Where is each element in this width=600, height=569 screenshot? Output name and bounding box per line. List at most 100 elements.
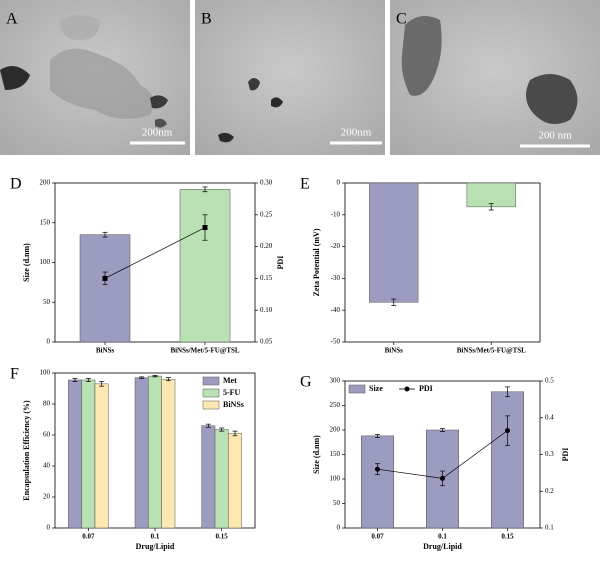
scale-label: 200nm — [341, 127, 372, 139]
legend-marker — [404, 386, 410, 392]
panel-letter: F — [10, 366, 19, 383]
y-tick-label: 0 — [337, 179, 341, 187]
y-tick-label: 100 — [330, 475, 341, 483]
chart-3: 0 50 100 150 200 250 300 0.1 0.2 0.3 0.4 0.5 0.07 0.1… — [300, 374, 570, 551]
y2-tick-label: 0.25 — [260, 210, 273, 218]
image-letter: A — [6, 11, 18, 28]
marker — [375, 466, 380, 472]
y2-tick-label: 0.15 — [260, 274, 273, 282]
legend-label: PDI — [419, 384, 433, 393]
image-c: C 200 nm — [390, 0, 600, 155]
bar — [94, 383, 109, 529]
x-tick-label: BiNSs — [96, 347, 115, 355]
y2-tick-label: 0.2 — [545, 487, 554, 495]
y-tick-label: 150 — [330, 450, 341, 458]
chart-2: 0 20 40 60 80 100 0.07 0.1 0.15 Encapsulation Eff… — [10, 366, 256, 551]
bar — [179, 189, 231, 343]
y2-tick-label: 0.10 — [260, 306, 273, 314]
bar — [134, 377, 149, 529]
marker — [505, 428, 510, 434]
y2-tick-label: 0.05 — [260, 338, 273, 346]
bar — [201, 425, 216, 529]
x-axis-label: Drug/Lipid — [136, 542, 175, 551]
legend-swatch — [202, 388, 220, 398]
panel-letter: G — [300, 374, 312, 391]
x-tick-label: 0.1 — [151, 533, 160, 541]
y2-tick-label: 0.3 — [545, 450, 554, 458]
image-letter: C — [396, 11, 407, 28]
y-axis-label: Encapsulation Efficiency (%) — [22, 400, 31, 501]
y2-axis-label: PDI — [561, 448, 570, 462]
y-tick-label: 200 — [40, 179, 51, 187]
marker — [440, 475, 445, 481]
bar — [491, 391, 524, 529]
y-tick-label: 250 — [330, 401, 341, 409]
legend-swatch — [348, 384, 366, 394]
bar — [214, 429, 229, 529]
x-tick-label: BiNSs/Met/5-FU@TSL — [457, 347, 526, 355]
y-tick-label: 20 — [43, 493, 51, 501]
y-tick-label: -20 — [331, 242, 341, 250]
x-tick-label: BiNSs/Met/5-FU@TSL — [170, 347, 239, 355]
y-axis-label: Size (d.nm) — [22, 243, 31, 282]
chart-1: -50 -40 -30 -20 -10 0 BiNSs BiNSs/Met/5-FU@TSL Z… — [300, 176, 541, 355]
x-tick-label: 0.1 — [438, 533, 447, 541]
x-tick-label: BiNSs — [385, 347, 404, 355]
y-tick-label: -50 — [331, 338, 341, 346]
scale-label: 200nm — [142, 127, 173, 139]
y2-tick-label: 0.5 — [545, 377, 554, 385]
y2-axis-label: PDI — [276, 256, 285, 270]
x-tick-label: 0.15 — [501, 533, 514, 541]
panel-letter: D — [10, 176, 22, 193]
bar — [79, 234, 131, 343]
y-tick-label: 200 — [330, 426, 341, 434]
legend-label: Size — [369, 384, 383, 393]
legend-label: 5-FU — [223, 388, 241, 397]
y-tick-label: 40 — [43, 462, 51, 470]
y-tick-label: -40 — [331, 306, 341, 314]
y-tick-label: 100 — [40, 369, 51, 377]
image-letter: B — [201, 11, 212, 28]
bar — [161, 378, 176, 529]
legend-label: Met — [223, 376, 237, 385]
x-tick-label: 0.15 — [216, 533, 229, 541]
image-b: B 200nm — [195, 0, 385, 155]
legend-label: BiNSs — [223, 400, 244, 409]
y-tick-label: -30 — [331, 274, 341, 282]
y-tick-label: 80 — [43, 400, 51, 408]
y-tick-label: 0 — [337, 524, 341, 532]
y2-tick-label: 0.30 — [260, 179, 273, 187]
bar — [228, 433, 242, 529]
y-tick-label: 0 — [47, 524, 51, 532]
panel-letter: E — [300, 176, 310, 193]
bar — [361, 435, 394, 529]
chart-0: 0 50 100 150 200 0.05 0.10 0.15 0.20 0.25 0.30 BiNS… — [10, 176, 285, 355]
image-a: A 200nm — [0, 0, 190, 155]
y-tick-label: 300 — [330, 377, 341, 385]
scale-label: 200 nm — [538, 130, 572, 142]
bar — [68, 379, 82, 529]
legend-swatch — [202, 376, 220, 386]
y-tick-label: 60 — [43, 431, 51, 439]
y-tick-label: 100 — [40, 258, 51, 266]
y-axis-label: Size (d.nm) — [312, 435, 321, 474]
bar — [81, 379, 96, 529]
y-axis-label: Zeta Potential (mV) — [312, 228, 321, 296]
line — [104, 227, 206, 279]
y-tick-label: 0 — [47, 338, 51, 346]
x-tick-label: 0.07 — [371, 533, 384, 541]
x-tick-label: 0.07 — [82, 533, 95, 541]
bar — [466, 182, 516, 208]
y-tick-label: -10 — [331, 210, 341, 218]
x-axis-label: Drug/Lipid — [423, 542, 462, 551]
plot-frame — [344, 182, 541, 343]
legend-swatch — [202, 400, 220, 410]
y2-tick-label: 0.4 — [545, 413, 554, 421]
marker — [202, 225, 208, 231]
bar — [369, 182, 419, 303]
y2-tick-label: 0.1 — [545, 524, 554, 532]
bar — [148, 375, 162, 529]
marker — [102, 275, 108, 281]
y-tick-label: 50 — [333, 499, 341, 507]
